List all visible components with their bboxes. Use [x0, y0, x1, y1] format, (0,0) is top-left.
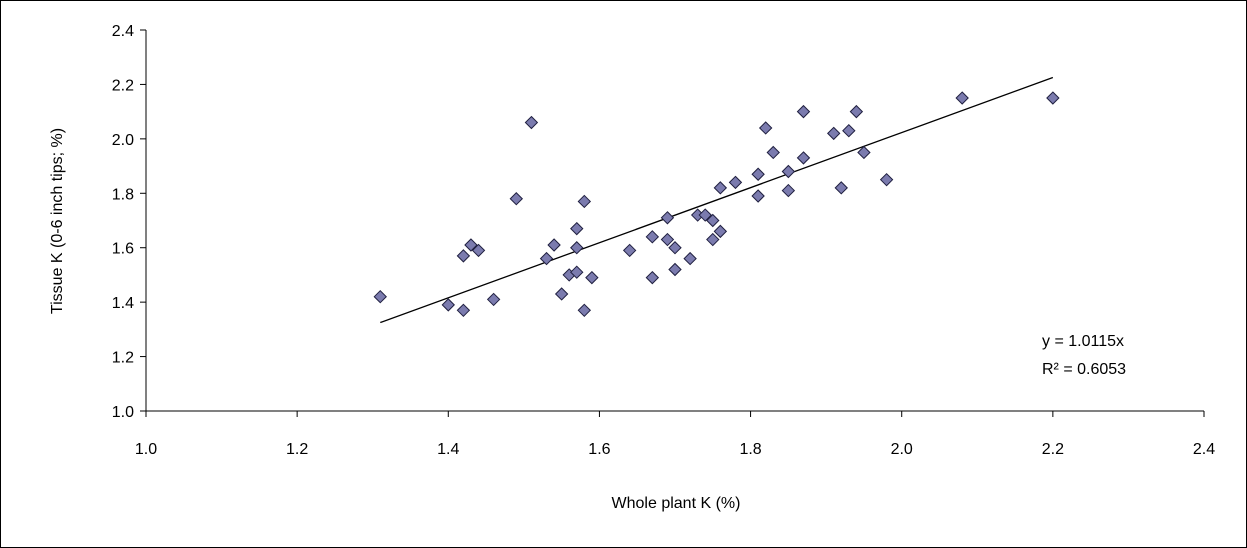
x-tick-label: 1.0	[135, 441, 157, 458]
x-tick-label: 1.2	[286, 441, 308, 458]
data-point	[752, 190, 764, 202]
r-squared-label: R² = 0.6053	[1042, 361, 1126, 378]
y-tick-label: 1.2	[112, 350, 134, 367]
data-point	[881, 174, 893, 186]
data-point	[661, 234, 673, 246]
data-point	[488, 293, 500, 305]
data-point	[669, 242, 681, 254]
data-point	[578, 195, 590, 207]
data-point	[586, 272, 598, 284]
y-tick-label: 1.0	[112, 404, 134, 421]
y-tick-label: 1.4	[112, 295, 134, 312]
data-point	[541, 253, 553, 265]
data-point	[624, 244, 636, 256]
data-point	[782, 185, 794, 197]
data-point	[548, 239, 560, 251]
x-tick-label: 1.6	[588, 441, 610, 458]
data-point	[661, 212, 673, 224]
data-point	[578, 304, 590, 316]
data-point	[374, 291, 386, 303]
trendline	[380, 78, 1053, 323]
y-tick-label: 2.2	[112, 77, 134, 94]
y-axis-title: Tissue K (0-6 inch tips; %)	[49, 128, 66, 314]
data-point	[669, 263, 681, 275]
y-tick-label: 2.0	[112, 132, 134, 149]
data-point	[956, 92, 968, 104]
x-tick-label: 1.4	[437, 441, 459, 458]
y-tick-label: 1.8	[112, 186, 134, 203]
data-point	[525, 117, 537, 129]
data-point	[752, 168, 764, 180]
y-tick-label: 2.4	[112, 23, 134, 40]
data-point	[828, 127, 840, 139]
data-point	[684, 253, 696, 265]
x-axis-title: Whole plant K (%)	[612, 495, 741, 512]
data-point	[646, 231, 658, 243]
x-tick-label: 2.2	[1042, 441, 1064, 458]
x-axis: 1.0 1.2 1.4 1.6 1.8 2.0 2.2 2.4	[135, 411, 1215, 458]
data-point	[707, 234, 719, 246]
data-point	[760, 122, 772, 134]
data-point	[457, 304, 469, 316]
y-tick-label: 1.6	[112, 241, 134, 258]
x-tick-label: 2.4	[1193, 441, 1215, 458]
trendline-equation: y = 1.0115x	[1042, 333, 1124, 350]
data-point	[510, 193, 522, 205]
data-point	[457, 250, 469, 262]
data-point	[767, 146, 779, 158]
data-point	[714, 225, 726, 237]
data-point	[843, 125, 855, 137]
data-point	[850, 106, 862, 118]
data-point	[556, 288, 568, 300]
data-point	[835, 182, 847, 194]
data-point	[571, 223, 583, 235]
y-axis: 1.0 1.2 1.4 1.6 1.8 2.0 2.2 2.4	[112, 23, 146, 421]
data-point	[797, 152, 809, 164]
data-point	[442, 299, 454, 311]
x-tick-label: 2.0	[891, 441, 913, 458]
x-tick-label: 1.8	[739, 441, 761, 458]
data-point	[729, 176, 741, 188]
data-point	[797, 106, 809, 118]
data-points	[374, 92, 1059, 316]
data-point	[714, 182, 726, 194]
data-point	[646, 272, 658, 284]
data-point	[1047, 92, 1059, 104]
